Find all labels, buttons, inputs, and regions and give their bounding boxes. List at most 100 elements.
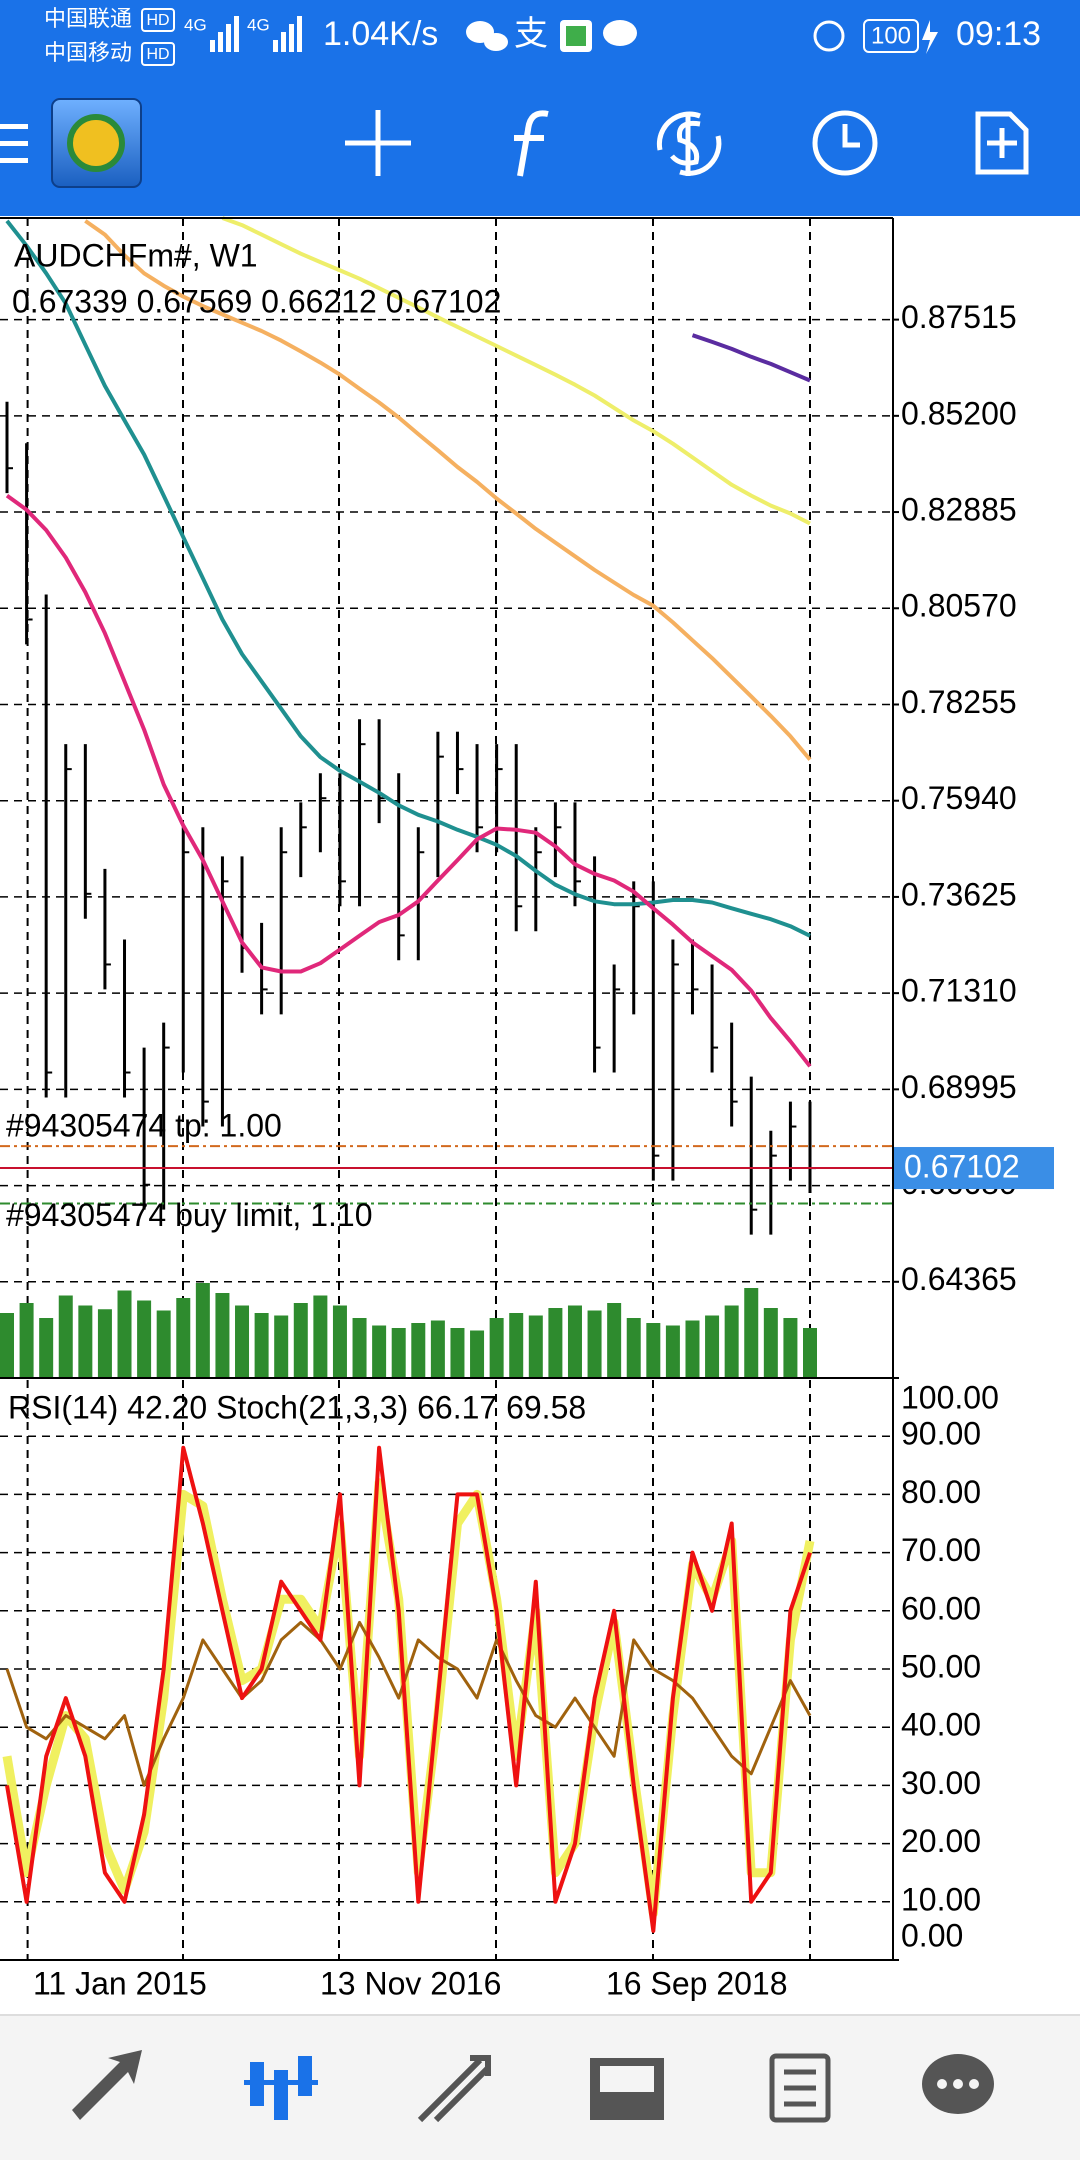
moving-average — [84, 219, 812, 761]
order-label: #94305474 buy limit, 1.10 — [6, 1197, 372, 1233]
volume-bar — [391, 1328, 406, 1378]
indicators[interactable] — [514, 110, 549, 177]
volume-bar — [58, 1295, 73, 1378]
volume-bar — [156, 1310, 171, 1378]
volume-bar — [97, 1309, 112, 1378]
volume-bar — [548, 1308, 563, 1378]
date-label: 11 Jan 2015 — [33, 1965, 207, 2001]
y-tick-label: 100.00 — [901, 1379, 999, 1415]
hd-box — [141, 42, 175, 66]
nav-quotes[interactable] — [72, 2050, 142, 2120]
y-tick-label: 0.82885 — [901, 492, 1017, 528]
volume-bar — [646, 1323, 661, 1378]
order-label: #94305474 tp: 1.00 — [6, 1108, 282, 1144]
hd: HD — [146, 46, 169, 63]
volume-bar — [137, 1300, 152, 1378]
y-tick-label: 0.75940 — [901, 780, 1017, 816]
app-logo — [67, 114, 125, 172]
volume-bar — [607, 1303, 622, 1378]
y-tick-label: 0.00 — [901, 1917, 963, 1953]
y-tick-label: 0.78255 — [901, 684, 1017, 720]
current-price: 0.67102 — [904, 1148, 1020, 1184]
new-order[interactable] — [975, 111, 1029, 175]
nav-chat[interactable] — [922, 2054, 994, 2114]
y-tick-label: 10.00 — [901, 1881, 981, 1917]
nav-chat — [953, 2079, 963, 2089]
carrier: 中国移动 — [44, 40, 132, 65]
trade[interactable] — [656, 111, 722, 176]
battery-level: 100 — [871, 22, 911, 49]
volume-bar — [39, 1318, 54, 1378]
volume-bar — [293, 1303, 308, 1378]
volume-bar — [430, 1320, 445, 1378]
y-tick-label: 0.73625 — [901, 876, 1017, 912]
hd-box — [141, 8, 175, 32]
volume-bar — [0, 1313, 14, 1378]
y-tick-label: 20.00 — [901, 1823, 981, 1859]
y-tick-label: 0.85200 — [901, 395, 1017, 431]
moving-average — [5, 493, 812, 1068]
y-tick-label: 30.00 — [901, 1765, 981, 1801]
moving-average — [5, 219, 811, 938]
volume-bar — [705, 1315, 720, 1378]
nav-chart[interactable] — [244, 2056, 318, 2120]
nav-trade[interactable] — [417, 2055, 491, 2123]
volume-bar — [78, 1305, 93, 1378]
volume-bar — [626, 1318, 641, 1378]
volume-bar — [685, 1320, 700, 1378]
charging — [922, 20, 938, 54]
current-price-box — [894, 1147, 1054, 1190]
moving-average — [691, 333, 811, 383]
volume-bar — [235, 1305, 250, 1378]
chart: 0.643650.666800.689950.713100.736250.759… — [0, 216, 1054, 1961]
volume-bar — [313, 1295, 328, 1378]
indicator-line — [2, 1478, 815, 1918]
volume-bar — [254, 1313, 269, 1378]
y-tick-label: 40.00 — [901, 1707, 981, 1743]
volume-bar — [352, 1318, 367, 1378]
clock: 09:13 — [956, 15, 1041, 53]
volume-bar — [744, 1288, 759, 1378]
nav-news[interactable] — [769, 2053, 831, 2123]
network: 4G — [247, 15, 270, 34]
signal — [273, 16, 302, 52]
volume-bar — [724, 1305, 739, 1378]
y-tick-label: 0.80570 — [901, 588, 1017, 624]
volume-bar — [665, 1325, 680, 1378]
date-label: 13 Nov 2016 — [320, 1965, 501, 2001]
volume-bar — [803, 1328, 817, 1378]
net-speed: 1.04K/s — [323, 15, 438, 53]
battery — [863, 19, 919, 53]
y-tick-label: 0.64365 — [901, 1261, 1017, 1297]
ohlc: 0.67339 0.67569 0.66212 0.67102 — [12, 283, 501, 319]
volume-bar — [450, 1328, 465, 1378]
app-icon — [566, 26, 586, 46]
nav-history[interactable] — [590, 2058, 664, 2120]
volume-bar — [176, 1298, 191, 1378]
wechat-icon — [466, 21, 508, 51]
volume-bar — [528, 1315, 543, 1378]
volume-bar — [489, 1318, 504, 1378]
bottom-nav — [0, 2015, 1080, 2160]
carrier: 中国联通 — [44, 6, 132, 31]
top-bar — [0, 0, 1080, 216]
symbol: AUDCHFm#, W1 — [14, 237, 258, 273]
volume-bar — [274, 1315, 289, 1378]
volume-bar — [509, 1313, 524, 1378]
volume-bar — [215, 1293, 230, 1378]
volume-bar — [587, 1310, 602, 1378]
y-tick-label: 50.00 — [901, 1648, 981, 1684]
alarm-icon — [813, 20, 845, 52]
volume-bar — [195, 1283, 210, 1378]
moving-average — [221, 216, 811, 526]
y-tick-label: 80.00 — [901, 1474, 981, 1510]
crosshair[interactable] — [345, 110, 411, 176]
volume-bar — [567, 1305, 582, 1378]
volume-bar — [411, 1323, 426, 1378]
menu[interactable] — [0, 124, 28, 163]
timeframe[interactable] — [812, 110, 878, 176]
indicator-label: RSI(14) 42.20 Stoch(21,3,3) 66.17 69.58 — [8, 1389, 586, 1425]
indicator-line — [5, 1445, 812, 1933]
volume-bar — [763, 1308, 778, 1378]
